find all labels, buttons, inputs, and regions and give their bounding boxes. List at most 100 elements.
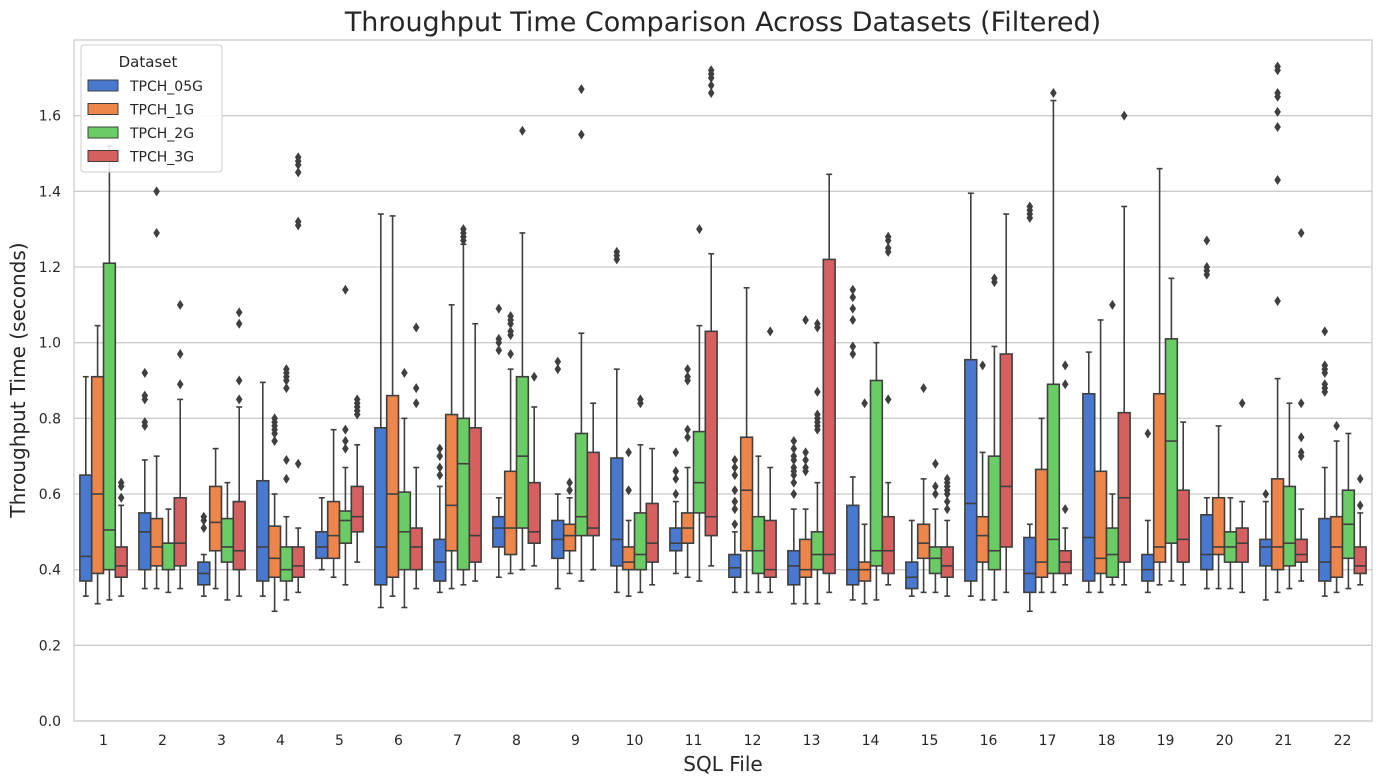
outlier-point — [554, 364, 562, 375]
outlier-point — [176, 299, 184, 310]
box-TPCH_3G-4 — [291, 152, 305, 594]
y-tick-label: 0.8 — [39, 411, 61, 427]
outlier-point — [814, 318, 821, 329]
outlier-point — [766, 326, 774, 337]
outlier-point — [412, 398, 420, 409]
box-body — [787, 549, 801, 586]
box-body — [433, 538, 447, 582]
x-tick-label: 4 — [276, 733, 285, 749]
outlier-point — [176, 379, 184, 390]
x-tick-label: 11 — [685, 733, 703, 749]
outlier-point — [1061, 360, 1069, 371]
outlier-point — [1297, 398, 1305, 409]
outlier-point — [342, 436, 349, 447]
box-body — [149, 517, 164, 567]
x-tick-label: 14 — [862, 733, 880, 749]
outlier-point — [979, 360, 986, 371]
outlier-point — [283, 473, 290, 484]
box-TPCH_1G-12 — [739, 287, 754, 594]
outlier-point — [507, 311, 514, 322]
box-TPCH_1G-21 — [1270, 61, 1285, 594]
outlier-point — [507, 349, 514, 360]
outlier-point — [849, 303, 857, 314]
outlier-point — [814, 409, 821, 420]
box-body — [1117, 411, 1131, 563]
box-TPCH_1G-8 — [503, 311, 518, 575]
box-TPCH_2G-4 — [279, 364, 294, 601]
box-body — [869, 379, 884, 567]
box-body — [1235, 527, 1249, 563]
outlier-point — [1297, 432, 1305, 443]
box-body — [964, 358, 978, 582]
x-tick-label: 20 — [1216, 733, 1234, 749]
box-body — [999, 353, 1013, 548]
outlier-point — [625, 485, 632, 496]
y-tick-label: 0.6 — [39, 487, 61, 503]
box-body — [1318, 517, 1332, 582]
outlier-point — [117, 492, 125, 503]
box-TPCH_05G-15 — [905, 519, 919, 597]
box-TPCH_3G-5 — [350, 394, 364, 563]
outlier-point — [707, 65, 715, 76]
box-TPCH_3G-9 — [586, 402, 600, 571]
outlier-point — [684, 364, 691, 375]
outlier-point — [566, 485, 573, 496]
x-tick-label: 13 — [803, 733, 821, 749]
y-tick-label: 1.4 — [39, 184, 61, 200]
box-TPCH_3G-3 — [232, 307, 246, 597]
box-TPCH_05G-12 — [728, 454, 742, 594]
x-tick-label: 21 — [1275, 733, 1293, 749]
box-body — [444, 413, 459, 552]
box-body — [940, 546, 954, 579]
outlier-point — [436, 451, 444, 462]
outlier-point — [1333, 420, 1340, 431]
box-body — [1082, 392, 1096, 582]
outlier-point — [731, 496, 739, 507]
outlier-point — [790, 436, 798, 447]
outlier-point — [436, 443, 444, 454]
outlier-point — [566, 477, 573, 488]
x-tick-labels: 1 2 3 4 5 6 7 8 9 10 11 12 13 14 15 16 17 18 19 20 21 22 — [99, 733, 1351, 749]
outlier-point — [1238, 398, 1246, 409]
box-body — [1200, 514, 1214, 571]
box-body — [527, 481, 541, 544]
box-TPCH_05G-5 — [315, 496, 329, 571]
outlier-point — [790, 451, 798, 462]
outlier-point — [943, 473, 951, 484]
box-body — [256, 479, 270, 582]
box-TPCH_3G-22 — [1353, 473, 1367, 586]
outlier-point — [849, 292, 857, 303]
box-body — [1176, 489, 1190, 563]
box-TPCH_3G-19 — [1176, 421, 1190, 586]
outlier-point — [802, 462, 809, 473]
box-body — [1105, 527, 1120, 579]
box-body — [645, 502, 659, 563]
outlier-point — [672, 466, 680, 477]
box-TPCH_2G-8 — [515, 125, 530, 571]
box-body — [267, 525, 282, 579]
y-tick-label: 1.6 — [39, 109, 61, 125]
box-body — [1211, 496, 1226, 556]
box-TPCH_1G-16 — [975, 360, 990, 601]
box-TPCH_3G-18 — [1117, 110, 1131, 586]
box-body — [456, 417, 471, 571]
outlier-point — [1274, 174, 1281, 185]
x-tick-label: 6 — [394, 733, 403, 749]
box-TPCH_05G-14 — [846, 284, 860, 601]
outlier-point — [932, 481, 939, 492]
outlier-point — [802, 454, 809, 465]
box-TPCH_2G-22 — [1341, 432, 1356, 590]
outlier-point — [1297, 227, 1305, 238]
box-body — [161, 542, 176, 571]
legend-swatch — [87, 150, 119, 162]
outlier-point — [153, 186, 160, 197]
box-body — [1141, 553, 1155, 582]
box-TPCH_05G-19 — [1141, 428, 1155, 594]
box-body — [610, 457, 624, 567]
x-tick-label: 7 — [453, 733, 462, 749]
y-tick-label: 0.4 — [39, 563, 61, 579]
box-body — [138, 512, 152, 571]
outlier-point — [1203, 235, 1211, 246]
outlier-point — [200, 523, 208, 534]
